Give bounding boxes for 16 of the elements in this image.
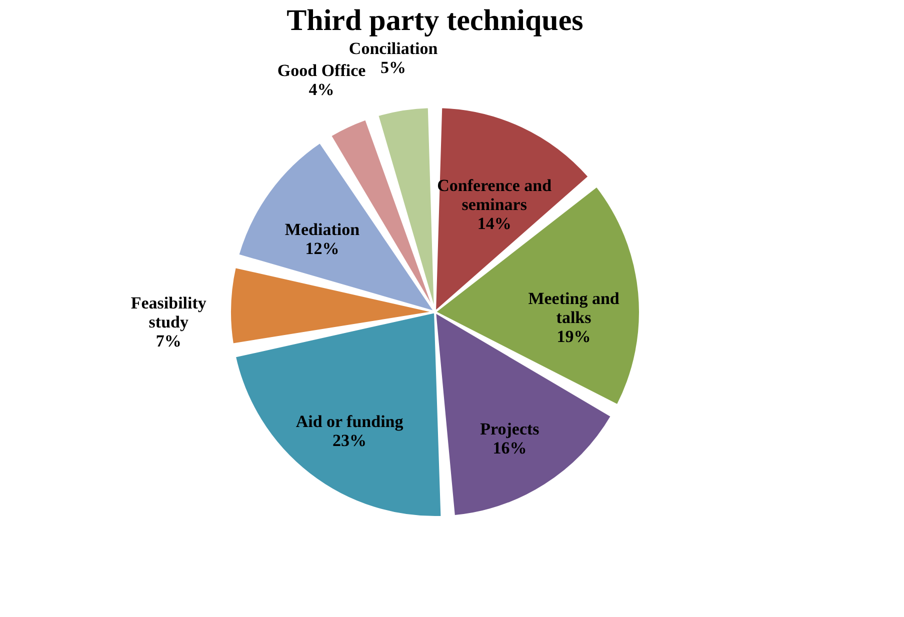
- data-label: 5%: [380, 58, 406, 77]
- slice-label: Good Office: [277, 60, 366, 80]
- slice-label: Projects: [480, 420, 540, 439]
- slice-label: Mediation: [284, 220, 360, 240]
- slice-label: Meeting and talks: [528, 288, 620, 327]
- slice-label: Feasibility study: [130, 294, 207, 332]
- chart-title: Third party techniques: [286, 4, 584, 37]
- data-label: 4%: [308, 80, 334, 99]
- data-label: 16%: [492, 438, 527, 458]
- data-label: 14%: [477, 214, 512, 233]
- data-label: 23%: [332, 431, 367, 450]
- data-label: 19%: [556, 326, 591, 346]
- slice-label: Aid or funding: [296, 412, 404, 432]
- data-label: 7%: [156, 332, 182, 351]
- slice-label: Conciliation: [348, 38, 438, 58]
- data-label: 12%: [305, 239, 340, 258]
